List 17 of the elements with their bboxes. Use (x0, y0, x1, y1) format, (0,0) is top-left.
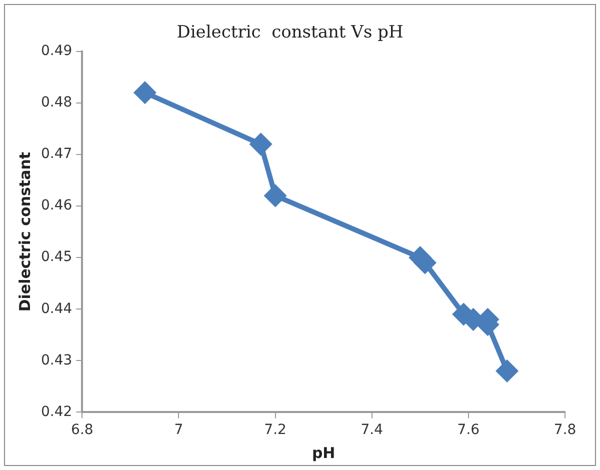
y-tick-label: 0.49 (41, 43, 72, 60)
y-tick-label: 0.44 (41, 300, 72, 317)
x-tick-label: 7.6 (457, 422, 480, 438)
x-axis-title: pH (312, 444, 336, 462)
x-tick-label: 7 (174, 422, 184, 438)
x-tick-label: 7.8 (554, 422, 576, 438)
x-tick-label: 7.2 (264, 422, 286, 438)
y-tick-label: 0.45 (41, 249, 72, 266)
y-tick-label: 0.47 (41, 146, 72, 162)
y-tick-label: 0.42 (41, 404, 72, 420)
y-tick-label: 0.43 (41, 352, 72, 368)
y-tick-label: 0.46 (41, 198, 72, 214)
x-tick-label: 6.8 (71, 422, 94, 438)
y-tick-label: 0.48 (41, 94, 72, 111)
y-axis-title: Dielectric constant (16, 152, 34, 312)
chart-title: Dielectric constant Vs pH (176, 22, 404, 43)
x-tick-label: 7.4 (360, 422, 384, 438)
